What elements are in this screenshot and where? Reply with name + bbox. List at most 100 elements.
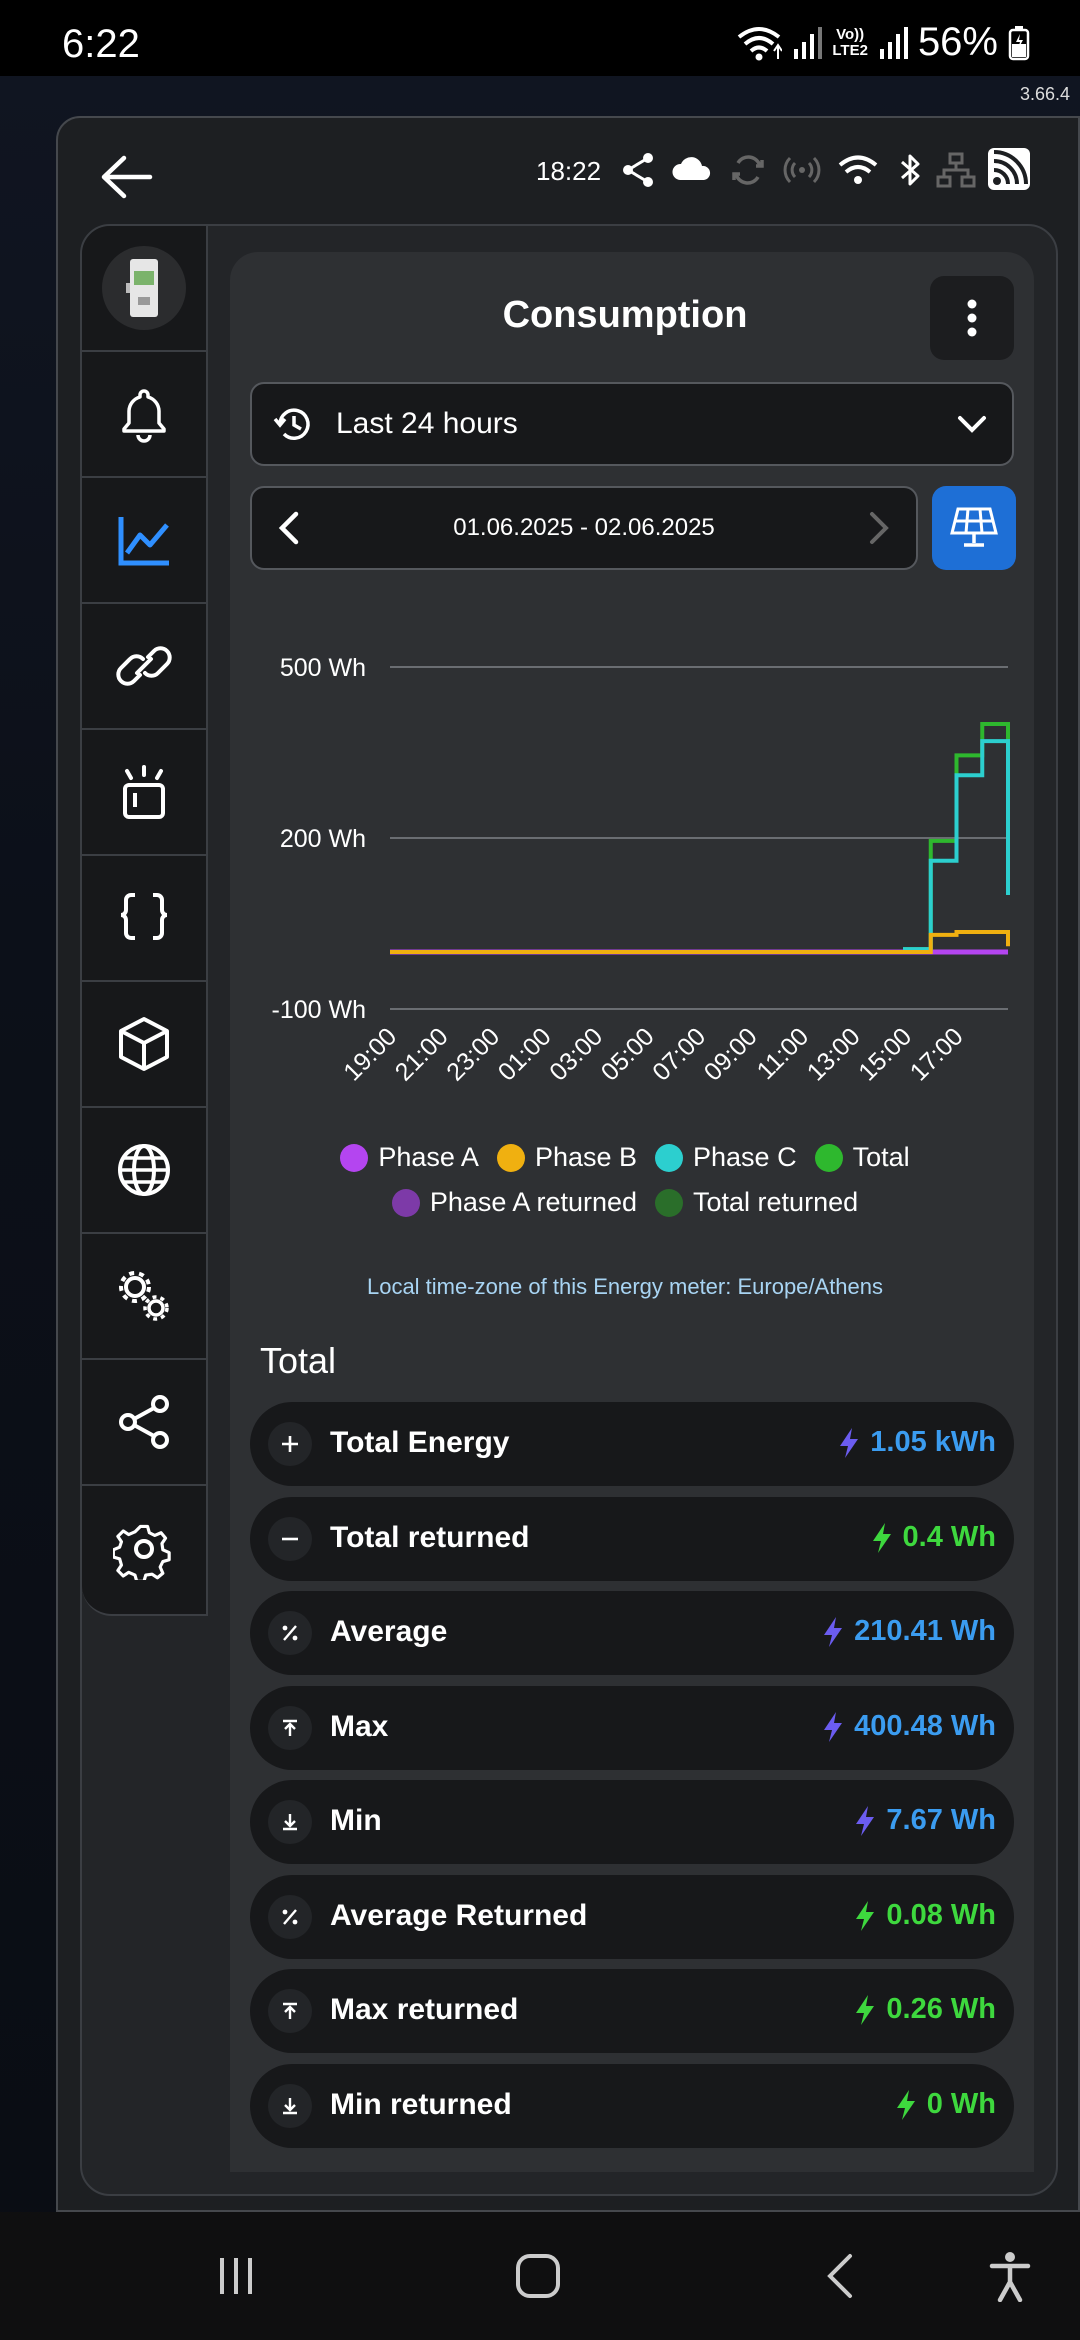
legend-label: Phase B (534, 1142, 638, 1172)
legend-swatch (655, 1143, 684, 1172)
y-tick-label: -100 Wh (272, 996, 366, 1024)
status-bar: 6:22 Vo)) LTE2 56% (0, 0, 1080, 76)
stat-label: Min (330, 1804, 382, 1837)
lightning-bolt-icon (824, 1617, 843, 1647)
link-icon (116, 646, 172, 686)
x-tick-label: 01:00 (493, 1022, 557, 1086)
lightning-bolt-icon (896, 2089, 915, 2120)
stat-row-min[interactable]: Min 7.67 Wh (250, 1780, 1014, 1864)
arrow-collapse-down-icon (268, 2083, 312, 2128)
recent-apps-button[interactable] (176, 2212, 296, 2340)
stat-row-total-energy[interactable]: Total Energy 1.05 kWh (250, 1402, 1014, 1486)
arrow-collapse-up-icon (268, 1989, 312, 2033)
legend-label: Phase A (378, 1142, 479, 1172)
x-tick-label: 15:00 (853, 1022, 917, 1086)
accessibility-button[interactable] (950, 2212, 1070, 2340)
broadcast-icon[interactable] (780, 148, 824, 192)
stat-row-average-returned[interactable]: Average Returned 0.08 Wh (250, 1874, 1014, 1959)
chevron-right-icon[interactable] (858, 508, 898, 548)
x-tick-label: 03:00 (544, 1022, 608, 1086)
legend-item[interactable]: Phase A returned (391, 1187, 638, 1218)
bell-icon (122, 389, 166, 443)
back-arrow-icon[interactable] (92, 142, 162, 212)
stat-label: Min returned (330, 2087, 512, 2121)
app-version: 3.66.4 (1019, 84, 1070, 104)
chevron-left-icon[interactable] (270, 508, 310, 548)
bluetooth-icon[interactable] (888, 148, 932, 192)
stat-row-total-returned[interactable]: Total returned 0.4 Wh (250, 1496, 1014, 1581)
solar-panel-button[interactable] (932, 486, 1016, 570)
cogs-icon (119, 1271, 169, 1321)
legend-swatch (655, 1188, 684, 1217)
legend-item[interactable]: Phase B (496, 1142, 638, 1173)
network-icon[interactable] (934, 148, 978, 192)
signal-icon (794, 26, 823, 59)
device-image (102, 246, 186, 330)
page-title: Consumption (502, 294, 748, 336)
cast-icon[interactable] (984, 144, 1034, 194)
sidebar-item-web[interactable] (82, 1108, 206, 1234)
home-button[interactable] (478, 2212, 598, 2340)
x-tick-label: 13:00 (802, 1022, 866, 1086)
cloud-icon[interactable] (670, 148, 714, 192)
percent-icon (268, 1611, 312, 1655)
x-tick-label: 19:00 (338, 1022, 402, 1086)
lightning-bolt-icon (840, 1428, 859, 1458)
stat-row-max-returned[interactable]: Max returned 0.26 Wh (250, 1969, 1014, 2053)
arrow-collapse-down-icon (268, 1800, 312, 1844)
sidebar-item-settings[interactable] (82, 1486, 206, 1612)
consumption-panel: Consumption Last 24 hours 01.06.2025 - 0… (230, 252, 1034, 2172)
alarm-light-icon (123, 765, 165, 819)
legend-label: Phase A returned (429, 1187, 638, 1217)
percent-icon (268, 1894, 312, 1939)
stat-row-max[interactable]: Max 400.48 Wh (250, 1685, 1014, 1770)
x-tick-label: 05:00 (596, 1022, 660, 1086)
legend-item[interactable]: Total returned (655, 1187, 858, 1218)
legend-item[interactable]: Total (814, 1142, 910, 1173)
signal-icon-2 (879, 26, 908, 59)
y-tick-label: 200 Wh (280, 825, 366, 853)
sidebar-item-charts[interactable] (82, 478, 206, 604)
history-icon (273, 408, 310, 440)
time-range-label: Last 24 hours (336, 407, 518, 440)
stat-value: 400.48 Wh (854, 1709, 996, 1742)
legend-label: Phase C (693, 1142, 797, 1172)
sidebar-item-scripts[interactable] (82, 856, 206, 982)
stat-label: Average (330, 1615, 448, 1648)
legend-item[interactable]: Phase C (655, 1142, 797, 1173)
battery-icon (1008, 25, 1030, 60)
sidebar-item-advanced[interactable] (82, 1234, 206, 1360)
header-time: 18:22 (536, 156, 602, 186)
globe-icon (118, 1144, 170, 1196)
sidebar-item-device[interactable] (82, 226, 206, 352)
stat-row-min-returned[interactable]: Min returned 0 Wh (250, 2063, 1014, 2148)
sidebar (82, 226, 208, 1616)
stat-value: 0.26 Wh (886, 1993, 996, 2025)
x-tick-label: 23:00 (441, 1022, 505, 1086)
legend-swatch (814, 1143, 843, 1172)
sidebar-item-notifications[interactable] (82, 352, 206, 478)
lte-indicator: Vo)) LTE2 (832, 25, 868, 59)
consumption-chart: 500 Wh 200 Wh -100 Wh 19:0021:0023:0001:00… (272, 654, 1010, 1086)
system-nav-bar (0, 2212, 1080, 2340)
x-tick-label: 07:00 (647, 1022, 711, 1086)
wifi-icon[interactable] (836, 148, 880, 192)
series-line-phase-b (390, 930, 1010, 954)
code-braces-icon (120, 893, 168, 940)
share-icon[interactable] (616, 148, 660, 192)
sidebar-item-components[interactable] (82, 982, 206, 1108)
stat-label: Total Energy (330, 1426, 510, 1459)
time-range-select[interactable]: Last 24 hours (250, 382, 1014, 466)
sync-icon[interactable] (726, 148, 770, 192)
legend-item[interactable]: Phase A (340, 1142, 479, 1173)
stat-value: 0.08 Wh (886, 1898, 996, 1931)
sidebar-item-alarms[interactable] (82, 730, 206, 856)
y-tick-label: 500 Wh (280, 654, 366, 682)
nav-back-button[interactable] (780, 2212, 900, 2340)
sidebar-item-links[interactable] (82, 604, 206, 730)
chevron-down-icon (958, 416, 986, 433)
sidebar-item-share[interactable] (82, 1360, 206, 1486)
status-time: 6:22 (62, 22, 140, 66)
stat-row-average[interactable]: Average 210.41 Wh (250, 1591, 1014, 1675)
more-options-button[interactable] (930, 276, 1014, 360)
